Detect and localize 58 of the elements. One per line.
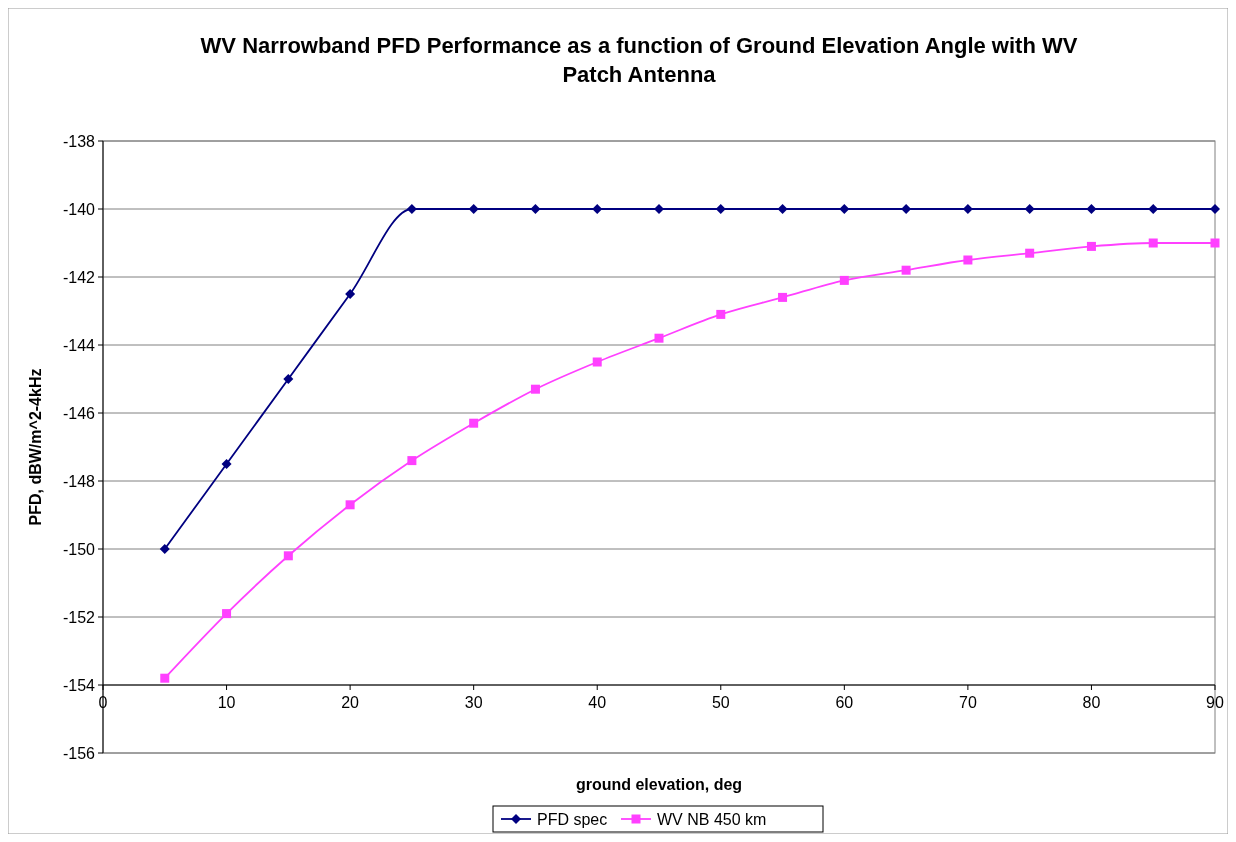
point <box>1086 204 1097 214</box>
x-tick-label: 90 <box>1206 694 1224 711</box>
x-tick-label: 40 <box>588 694 607 711</box>
y-tick-label: -140 <box>62 201 96 218</box>
y-tick-label: -148 <box>62 473 96 490</box>
point <box>469 418 479 428</box>
point <box>1024 204 1035 214</box>
point <box>963 255 973 265</box>
y-axis-title: PFD, dBW/m^2-4kHz <box>27 368 44 526</box>
y-tick-label: -142 <box>62 269 96 286</box>
point <box>715 204 726 214</box>
point <box>159 544 170 554</box>
y-tick-label: -138 <box>62 133 96 150</box>
point <box>283 374 294 384</box>
point <box>222 609 232 619</box>
point <box>345 289 356 299</box>
x-tick-label: 50 <box>711 694 730 711</box>
point <box>1210 204 1220 214</box>
y-tick-label: -144 <box>62 337 96 354</box>
x-tick-label: 70 <box>958 694 977 711</box>
y-tick-label: -150 <box>62 541 96 558</box>
point <box>530 204 541 214</box>
point <box>160 673 170 683</box>
point <box>592 204 603 214</box>
legend-label: PFD spec <box>537 811 608 828</box>
point <box>592 357 602 367</box>
point <box>283 551 293 561</box>
point <box>1086 241 1096 251</box>
point <box>406 204 417 214</box>
point <box>407 456 417 466</box>
point <box>839 275 849 285</box>
point <box>777 204 788 214</box>
x-tick-label: 10 <box>217 694 236 711</box>
point <box>654 333 664 343</box>
point <box>901 265 911 275</box>
y-tick-label: -156 <box>62 745 96 762</box>
point <box>778 292 788 302</box>
point <box>345 500 355 510</box>
point <box>1025 248 1035 258</box>
point <box>530 384 540 394</box>
point <box>468 204 479 214</box>
point <box>654 204 664 214</box>
y-tick-label: -154 <box>62 677 96 694</box>
x-tick-label: 60 <box>835 694 854 711</box>
x-axis-title: ground elevation, deg <box>575 776 743 793</box>
point <box>1210 238 1220 248</box>
legend-label: WV NB 450 km <box>657 811 767 828</box>
point <box>1148 238 1158 248</box>
chart-title: WV Narrowband PFD Performance as a function of Ground Elevation Angle with WV Patch Antenna <box>200 33 1078 87</box>
point <box>839 204 850 214</box>
y-tick-label: -152 <box>62 609 96 626</box>
point <box>716 309 726 319</box>
x-tick-label: 30 <box>464 694 483 711</box>
y-tick-label: -146 <box>62 405 96 422</box>
x-tick-label: 80 <box>1082 694 1101 711</box>
x-tick-label: 20 <box>341 694 360 711</box>
point <box>1148 204 1159 214</box>
point <box>221 459 232 469</box>
